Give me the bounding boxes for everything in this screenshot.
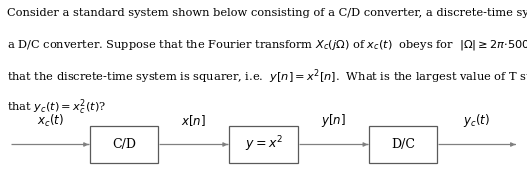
Text: $x[n]$: $x[n]$ — [181, 113, 207, 128]
Text: C/D: C/D — [112, 138, 136, 151]
Text: D/C: D/C — [391, 138, 415, 151]
Bar — [369, 126, 437, 163]
Text: $y_c(t)$: $y_c(t)$ — [463, 112, 491, 129]
Text: that the discrete-time system is squarer, i.e.  $y[n]=x^2[n]$.  What is the larg: that the discrete-time system is squarer… — [7, 68, 527, 86]
Text: that $y_c(t) = x_c^2(t)$?: that $y_c(t) = x_c^2(t)$? — [7, 97, 106, 117]
Text: Consider a standard system shown below consisting of a C/D converter, a discrete: Consider a standard system shown below c… — [7, 8, 527, 18]
Bar — [90, 126, 158, 163]
Text: $y[n]$: $y[n]$ — [320, 112, 346, 129]
Text: $x_c(t)$: $x_c(t)$ — [36, 113, 64, 129]
Text: $y = x^2$: $y = x^2$ — [245, 135, 282, 154]
Bar — [229, 126, 298, 163]
Text: a D/C converter. Suppose that the Fourier transform $X_c(j\Omega)$ of $x_c(t)$  : a D/C converter. Suppose that the Fourie… — [7, 38, 527, 52]
